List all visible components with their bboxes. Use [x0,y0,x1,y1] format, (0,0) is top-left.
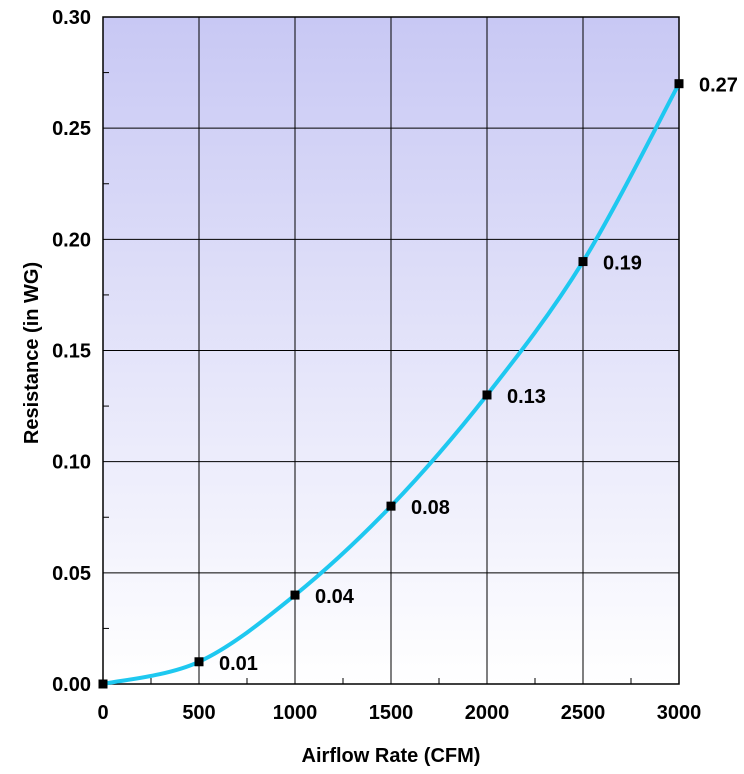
y-tick-label: 0.05 [52,563,91,585]
y-tick-label: 0.15 [52,341,91,363]
data-labels: 0.01 0.04 0.08 0.13 0.19 0.27 [219,75,738,675]
x-tick-label: 1500 [369,702,414,724]
data-label: 0.04 [315,586,355,608]
x-axis-label: Airflow Rate (CFM) [302,745,481,767]
data-point-marker [386,501,396,511]
grid-lines [103,17,679,684]
data-label: 0.27 [699,75,738,97]
x-tick-label: 1000 [273,702,318,724]
data-label: 0.01 [219,653,258,675]
x-tick-label: 3000 [657,702,702,724]
y-axis-label: Resistance (in WG) [21,262,43,444]
data-point-marker [482,390,492,400]
data-label: 0.19 [603,253,642,275]
y-tick-label: 0.00 [52,674,91,696]
plot-border [102,16,680,685]
data-point-marker [674,79,684,89]
series-line [101,81,681,686]
x-tick-label: 2500 [561,702,606,724]
data-label: 0.13 [507,386,546,408]
x-tick-label: 2000 [465,702,510,724]
x-tick-label: 0 [97,702,108,724]
y-tick-label: 0.10 [52,452,91,474]
minor-ticks [103,72,632,684]
x-tick-label: 500 [182,702,215,724]
y-tick-label: 0.25 [52,118,91,140]
y-tick-labels: 0.00 0.05 0.10 0.15 0.20 0.25 0.30 [52,7,91,696]
data-point-marker [578,257,588,267]
x-tick-labels: 0 500 1000 1500 2000 2500 3000 [97,702,701,724]
data-point-marker [98,679,108,689]
y-tick-label: 0.20 [52,229,91,251]
y-tick-label: 0.30 [52,7,91,29]
data-point-marker [290,590,300,600]
data-label: 0.08 [411,497,450,519]
data-markers [98,79,684,689]
data-point-marker [194,657,204,667]
